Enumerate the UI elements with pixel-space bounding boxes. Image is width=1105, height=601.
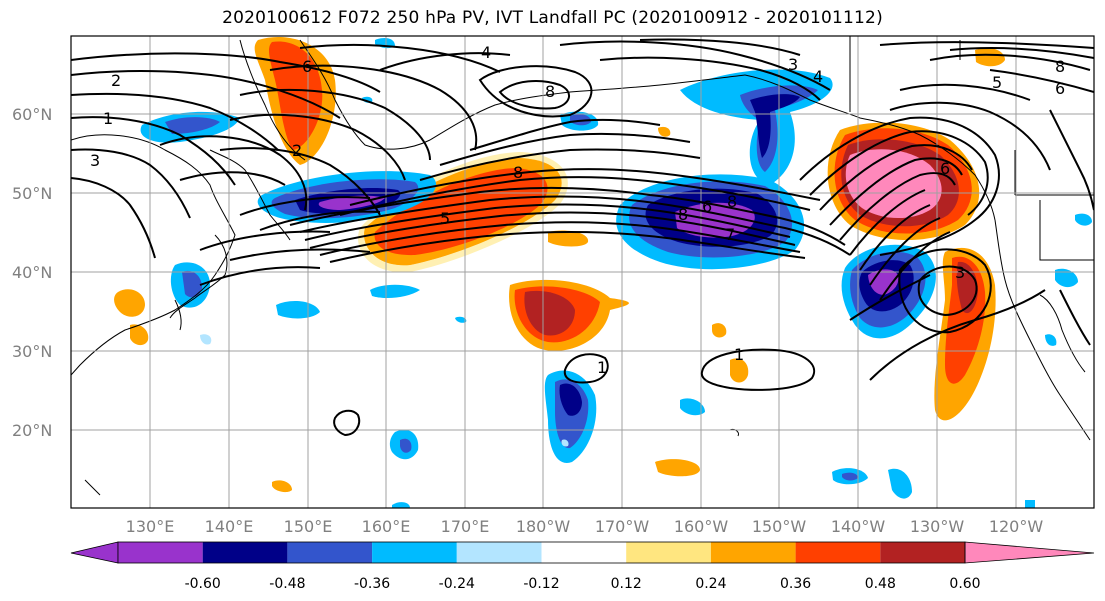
- svg-text:1: 1: [103, 109, 113, 128]
- colorbar-tick-label: -0.48: [269, 576, 305, 592]
- colorbar-swatch: [626, 542, 711, 563]
- colorbar-tick-label: -0.36: [354, 576, 390, 592]
- svg-text:7: 7: [725, 225, 735, 244]
- svg-text:6: 6: [302, 57, 312, 76]
- colorbar-tick-label: -0.12: [523, 576, 559, 592]
- svg-text:5: 5: [992, 73, 1002, 92]
- lon-label: 180°W: [516, 517, 571, 536]
- colorbar: -0.60 -0.48 -0.36 -0.24 -0.12 0.12 0.24 …: [70, 541, 1095, 592]
- colorbar-swatch: [118, 542, 203, 563]
- svg-text:4: 4: [813, 67, 823, 86]
- colorbar-tick-label: -0.24: [439, 576, 475, 592]
- svg-text:5: 5: [440, 209, 450, 228]
- svg-text:2: 2: [292, 141, 302, 160]
- svg-text:3: 3: [788, 55, 798, 74]
- lat-label-30n: 30°N: [12, 342, 52, 361]
- lat-label-20n: 20°N: [12, 421, 52, 440]
- svg-text:4: 4: [481, 43, 491, 62]
- colorbar-tick-labels: -0.60 -0.48 -0.36 -0.24 -0.12 0.12 0.24 …: [185, 576, 981, 592]
- colorbar-swatch: [456, 542, 542, 563]
- svg-text:6: 6: [702, 197, 712, 216]
- lon-label: 150°E: [284, 517, 333, 536]
- colorbar-frame: [117, 541, 966, 564]
- svg-text:8: 8: [678, 205, 688, 224]
- colorbar-tick-label: -0.60: [185, 576, 221, 592]
- lon-label: 140°E: [205, 517, 254, 536]
- lon-label: 120°W: [989, 517, 1044, 536]
- lon-label: 160°E: [362, 517, 411, 536]
- lat-label-40n: 40°N: [12, 263, 52, 282]
- colorbar-tick-label: 0.60: [949, 576, 980, 592]
- colorbar-swatch: [710, 542, 796, 563]
- shade-orange-japan2: [130, 324, 149, 346]
- lon-label: 130°W: [910, 517, 965, 536]
- lat-label-50n: 50°N: [12, 184, 52, 203]
- colorbar-swatch: [372, 542, 457, 563]
- svg-text:8: 8: [1055, 57, 1065, 76]
- lon-label: 170°E: [441, 517, 490, 536]
- lon-label: 130°E: [126, 517, 175, 536]
- colorbar-tick-label: 0.24: [695, 576, 726, 592]
- colorbar-extend-low: [70, 541, 119, 564]
- lon-label: 170°W: [595, 517, 650, 536]
- svg-text:8: 8: [545, 82, 555, 101]
- colorbar-swatch: [541, 542, 627, 563]
- svg-text:3: 3: [90, 151, 100, 170]
- graticule: [71, 36, 1094, 508]
- colorbar-extend-high: [964, 541, 1095, 564]
- svg-text:6: 6: [1055, 79, 1065, 98]
- longitude-labels: 130°E 140°E 150°E 160°E 170°E 180°W 170°…: [126, 517, 1044, 536]
- svg-text:2: 2: [111, 71, 121, 90]
- colorbar-swatch: [880, 542, 965, 563]
- map-border: [70, 35, 1095, 509]
- lat-label-60n: 60°N: [12, 105, 52, 124]
- pv-contours: [71, 38, 1094, 437]
- colorbar-swatch: [795, 542, 881, 563]
- colorbar-tick-label: 0.36: [780, 576, 811, 592]
- latitude-labels: 60°N 50°N 40°N 30°N 20°N: [12, 105, 52, 440]
- svg-text:8: 8: [513, 163, 523, 182]
- svg-text:3: 3: [955, 263, 965, 282]
- colorbar-swatch: [202, 542, 288, 563]
- map-title: 2020100612 F072 250 hPa PV, IVT Landfall…: [222, 8, 883, 28]
- svg-text:1: 1: [734, 345, 744, 364]
- svg-text:1: 1: [597, 358, 607, 377]
- svg-text:8: 8: [727, 192, 737, 211]
- colorbar-tick-label: 0.12: [611, 576, 642, 592]
- colorbar-tick-label: 0.48: [865, 576, 896, 592]
- colorbar-swatch: [287, 542, 373, 563]
- lon-label: 140°W: [831, 517, 886, 536]
- lon-label: 150°W: [752, 517, 807, 536]
- svg-text:6: 6: [940, 159, 950, 178]
- lon-label: 160°W: [674, 517, 729, 536]
- contour-labels: 2 1 3 2 6 4 3 4 8 8 8 6 8 7 6 5 3 8 5 6 …: [90, 43, 1065, 377]
- shade-orange-japan: [114, 289, 145, 317]
